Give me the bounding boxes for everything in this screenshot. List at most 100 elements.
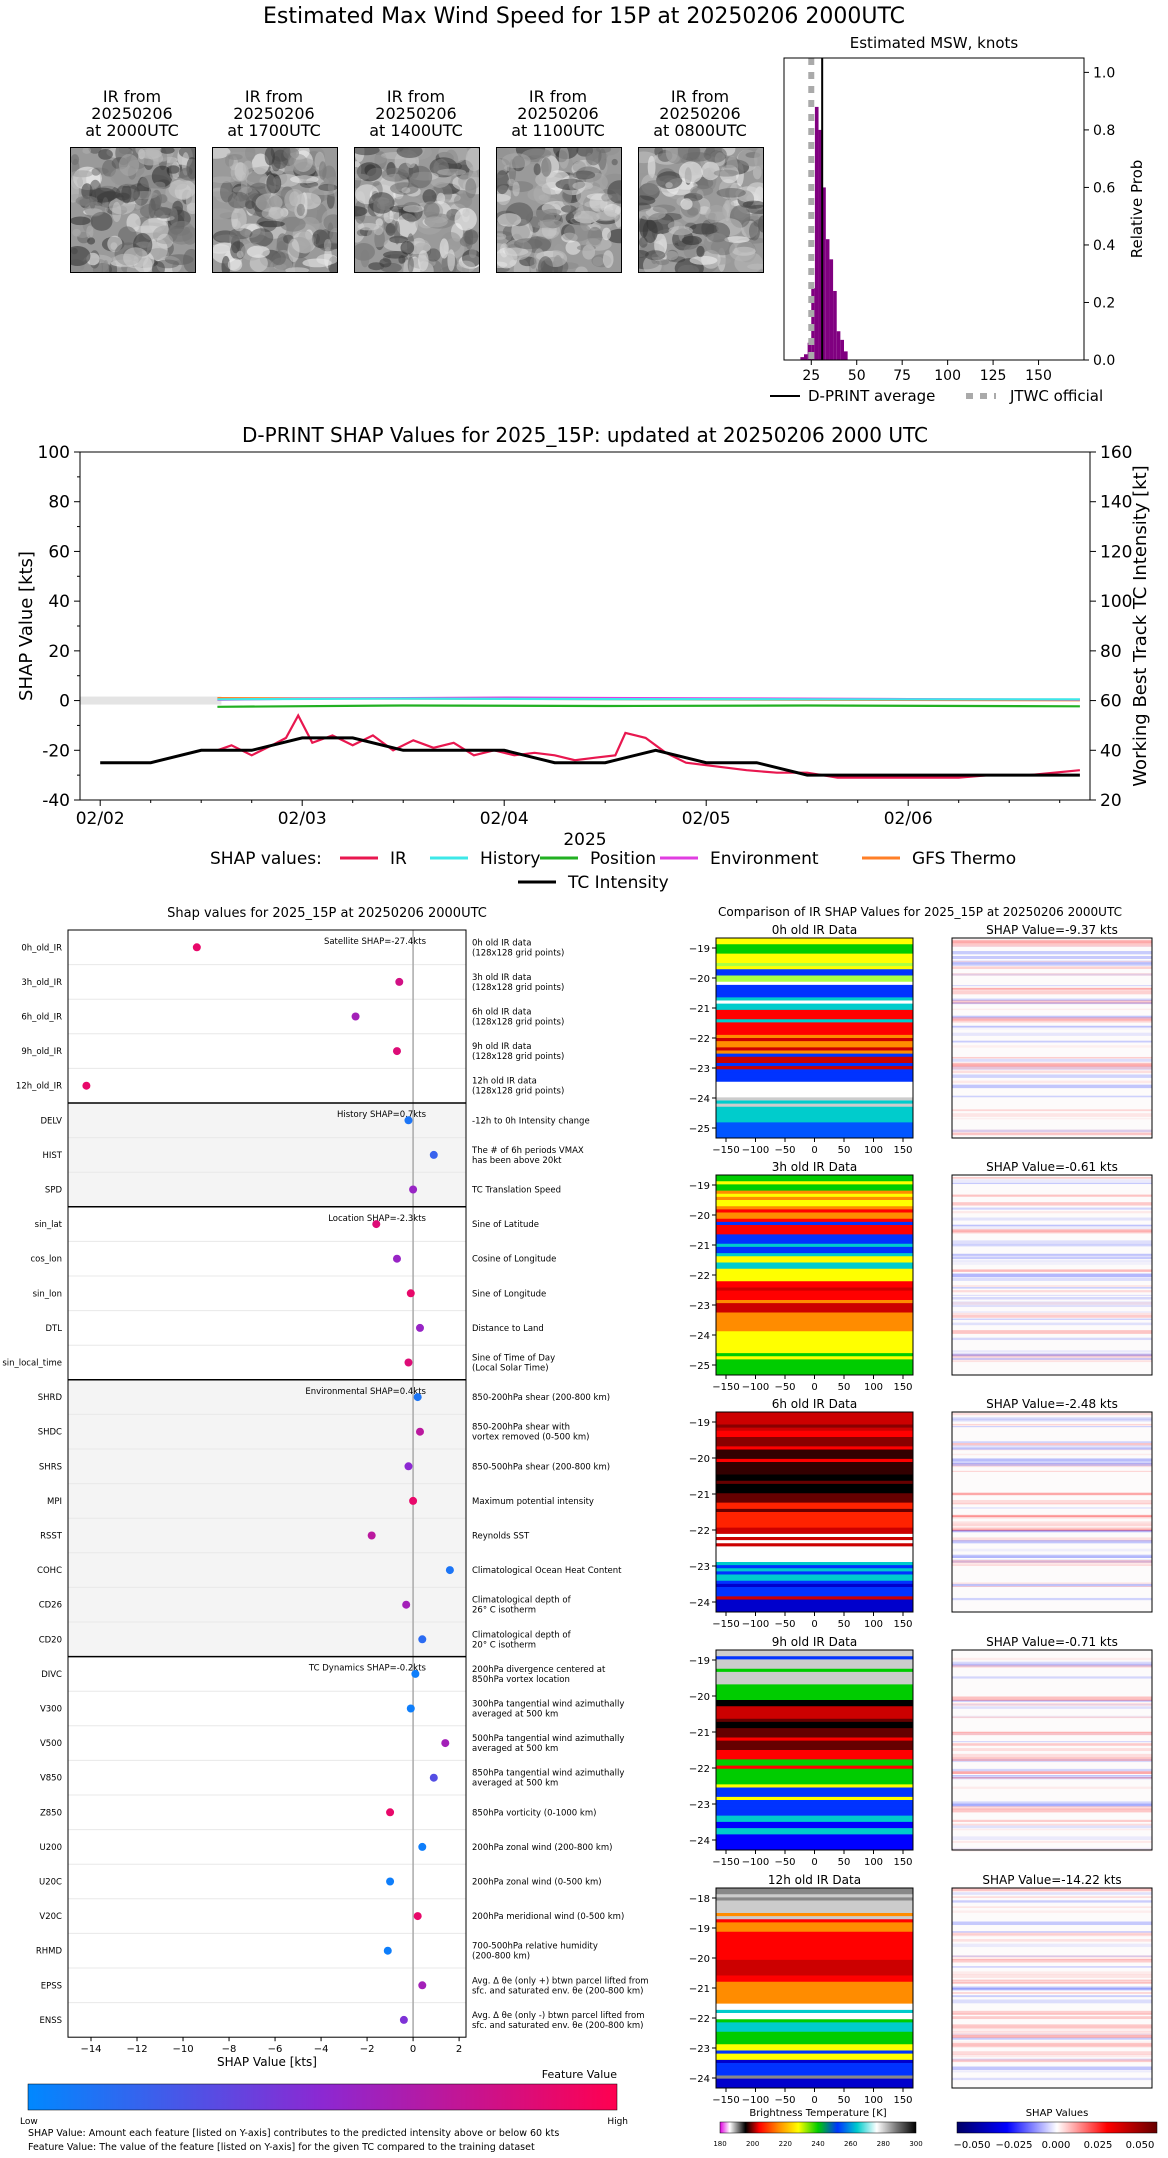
histogram-bar — [814, 106, 819, 361]
ir-thumbnail-label: IR from 20250206 at 0800UTC — [653, 87, 747, 140]
feature-description: Sine of Longitude — [472, 1289, 546, 1299]
ir-heatmap-band — [716, 1025, 913, 1030]
feature-description: 850-200hPa shear (200-800 km) — [472, 1393, 610, 1403]
ir-heatmap-band — [716, 1100, 913, 1105]
shap-heatmap-band — [952, 987, 1152, 991]
feature-point — [367, 1531, 376, 1540]
ir-heatmap-band — [716, 1119, 913, 1123]
x-tick-label: −100 — [742, 1857, 769, 1868]
feature-name: CD20 — [39, 1635, 62, 1645]
ir-heatmap-band — [716, 1122, 913, 1126]
ir-heatmap-band — [716, 1759, 913, 1763]
shap-heatmap-band — [952, 1986, 1152, 1989]
y-tick-label: −23 — [689, 1800, 710, 1811]
bt-colorbar-tick: 280 — [877, 2140, 890, 2148]
feature-name: SHRS — [39, 1462, 62, 1472]
shap-heatmap-band — [952, 1999, 1152, 2004]
feature-description: 26° C isotherm — [472, 1606, 536, 1616]
ir-heatmap-band — [716, 1483, 913, 1488]
ir-heatmap-band — [716, 1056, 913, 1061]
ir-cloud-texture — [123, 247, 149, 269]
feature-point — [386, 1877, 395, 1886]
feature-name: sin_local_time — [2, 1359, 62, 1369]
feature-description: 850hPa tangential wind azimuthally — [472, 1769, 624, 1779]
series-line-position — [217, 704, 1080, 708]
shap-heatmap-band — [952, 1443, 1152, 1446]
shap-heatmap-band — [952, 1807, 1152, 1809]
shap-heatmap-band — [952, 1296, 1152, 1300]
ir-heatmap-band — [716, 1477, 913, 1482]
x-tick-label: −100 — [742, 2095, 769, 2106]
ir-heatmap-band — [716, 1696, 913, 1701]
y-tick-label: −23 — [689, 2044, 710, 2055]
shap-heatmap-band — [952, 961, 1152, 963]
shap-colorbar-tick: 0.000 — [1042, 2140, 1071, 2151]
ir-heatmap-band — [716, 1006, 913, 1011]
ir-heatmap-band — [716, 1577, 913, 1582]
ir-cloud-texture — [231, 207, 247, 232]
shap-heatmap-band — [952, 1132, 1152, 1135]
shap-heatmap-band — [952, 1412, 1152, 1416]
ir-heatmap-band — [716, 1552, 913, 1557]
ir-heatmap-band — [716, 1583, 913, 1588]
ir-heatmap-band — [716, 2063, 913, 2067]
ir-heatmap-band — [716, 1184, 913, 1188]
shap-heatmap-band — [952, 1700, 1152, 1702]
x-tick-label: 100 — [864, 1382, 883, 1393]
ir-heatmap-band — [716, 1787, 913, 1792]
ir-cloud-texture — [86, 225, 94, 239]
ir-heatmap-band — [716, 1809, 913, 1813]
feature-description: 12h old IR data — [472, 1077, 537, 1087]
shap-heatmap-band — [952, 1753, 1152, 1758]
ir-cloud-texture — [75, 195, 98, 206]
shap-heatmap-band — [952, 1353, 1152, 1357]
shap-heatmap-frame — [951, 937, 1153, 1139]
shap-heatmap-band — [952, 1777, 1152, 1779]
ir-thumbnail-image — [638, 147, 764, 273]
shap-heatmap-band — [952, 1074, 1152, 1078]
x-tick-label: 02/04 — [480, 809, 529, 829]
ir-cloud-texture — [357, 223, 380, 231]
ir-heatmap-band — [716, 1446, 913, 1450]
ir-heatmap-band — [716, 1796, 913, 1801]
ir-heatmap-band — [716, 1028, 913, 1033]
x-tick-label: 100 — [864, 1857, 883, 1868]
shap-heatmap-band — [952, 1699, 1152, 1701]
shap-heatmap-band — [952, 1240, 1152, 1245]
ir-heatmap-band — [716, 2044, 913, 2048]
shap-heatmap-frame — [951, 1411, 1153, 1613]
shap-heatmap-band — [952, 1311, 1152, 1313]
ir-cloud-texture — [681, 235, 702, 246]
ir-heatmap-band — [716, 1312, 913, 1317]
feature-description: 850hPa vorticity (0-1000 km) — [472, 1808, 596, 1818]
feature-point — [413, 1393, 422, 1402]
ir-cloud-texture — [166, 165, 180, 174]
shap-heatmap-band — [952, 1025, 1152, 1028]
shap-heatmap-band — [952, 1776, 1152, 1779]
histogram-frame — [783, 57, 1085, 361]
feature-description: Avg. Δ θe (only -) btwn parcel lifted fr… — [472, 2011, 645, 2021]
ir-heatmap-band — [716, 988, 913, 992]
feature-name: Z850 — [40, 1808, 62, 1818]
shap-heatmap-band — [952, 1277, 1152, 1281]
y-tick-label: 20 — [48, 642, 70, 662]
series-line-ir — [217, 713, 1081, 779]
y-tick-label: −21 — [689, 1004, 710, 1015]
shap-heatmap-band — [952, 1179, 1152, 1183]
feature-description: 850hPa vortex location — [472, 1675, 570, 1685]
feature-description: averaged at 500 km — [472, 1710, 558, 1720]
shap-heatmap-band — [952, 1556, 1152, 1558]
ir-heatmap-band — [716, 1784, 913, 1788]
ir-heatmap-band — [716, 1053, 913, 1058]
shap-heatmap-band — [952, 1225, 1152, 1230]
ir-cloud-texture — [664, 250, 679, 261]
ir-heatmap-band — [716, 1737, 913, 1742]
shap-heatmap-band — [952, 1731, 1152, 1733]
ir-heatmap-band — [716, 1665, 913, 1670]
ir-heatmap-band — [716, 1066, 913, 1070]
ir-cloud-texture — [242, 160, 254, 175]
ir-cloud-texture — [289, 153, 308, 171]
ir-cloud-texture — [232, 186, 253, 194]
shap-heatmap-band — [952, 1492, 1152, 1495]
shap-heatmap-band — [952, 2054, 1152, 2058]
